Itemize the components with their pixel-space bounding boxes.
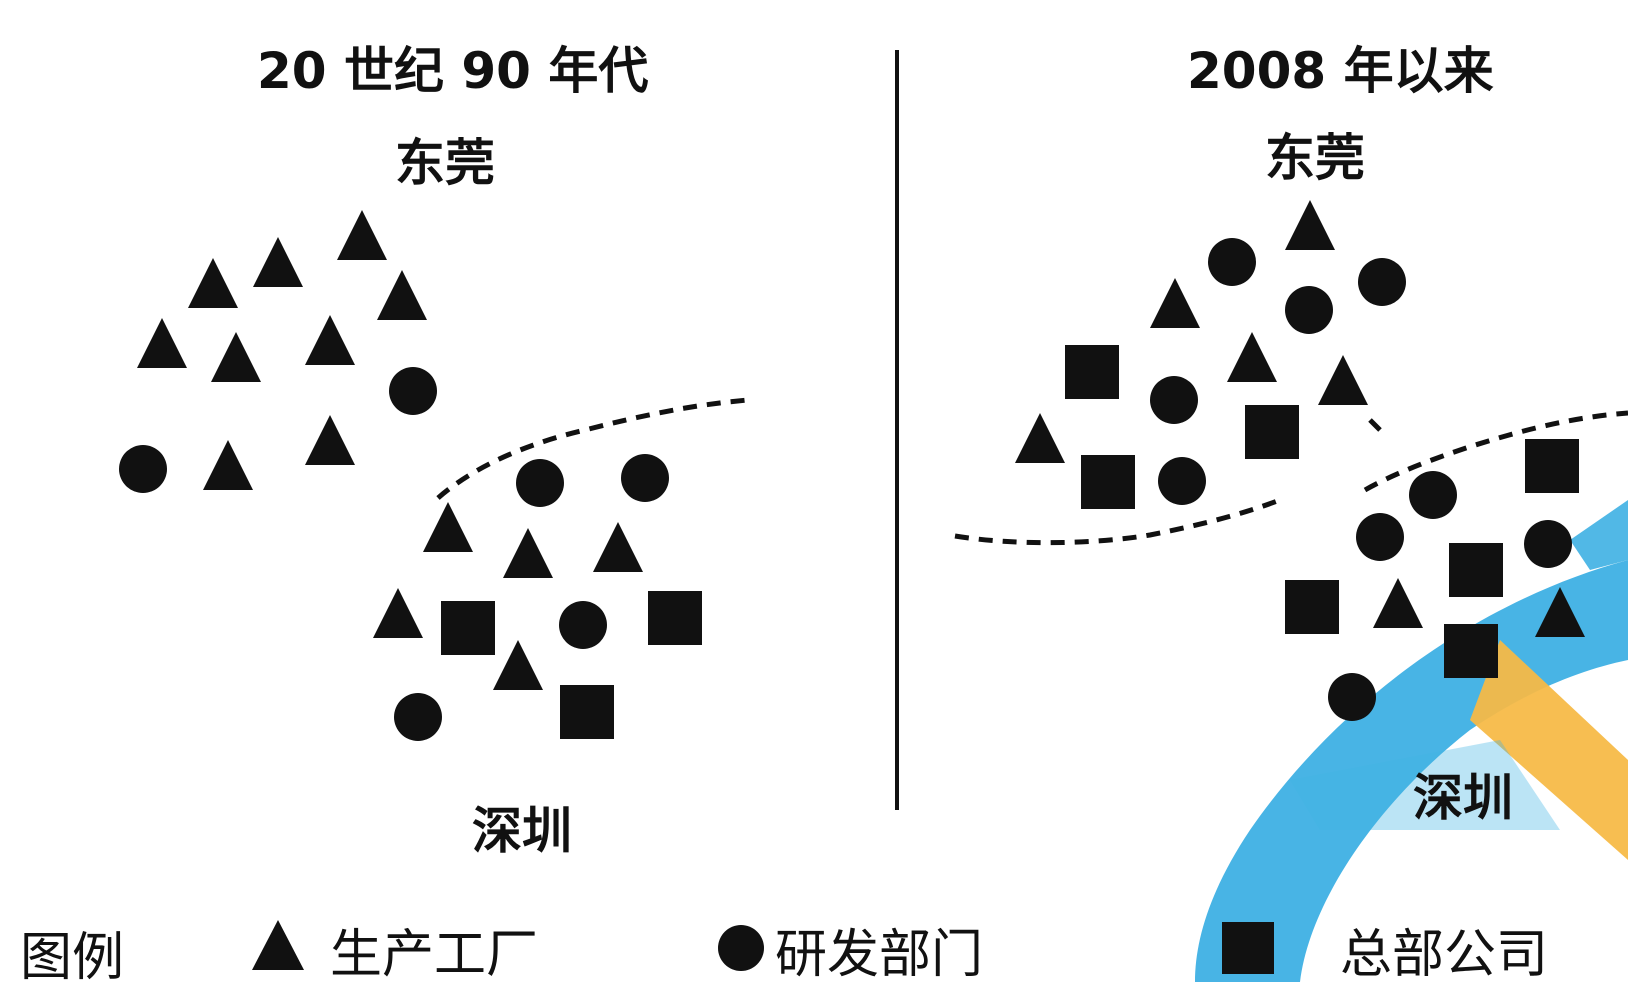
symbol-2008-circle-icon-4 — [1285, 286, 1333, 334]
symbol-1990s-triangle-icon-21 — [493, 640, 543, 690]
symbol-1990s-triangle-icon-7 — [305, 315, 355, 365]
symbol-1990s-triangle-icon-11 — [305, 415, 355, 465]
symbol-1990s-triangle-icon-3 — [188, 258, 238, 308]
symbol-2008-triangle-icon-9 — [1318, 355, 1368, 405]
symbol-2008-square-icon-6 — [1065, 345, 1119, 399]
symbols-1990s — [119, 210, 702, 741]
symbol-1990s-triangle-icon-16 — [593, 522, 643, 572]
city-label-dongguan-1990s: 东莞 — [395, 134, 495, 192]
symbol-2008-circle-icon-3 — [1358, 258, 1406, 306]
symbol-1990s-square-icon-23 — [560, 685, 614, 739]
symbol-2008-square-icon-10 — [1245, 405, 1299, 459]
symbol-1990s-square-icon-18 — [441, 601, 495, 655]
watermark-logo — [1195, 500, 1628, 982]
symbol-1990s-circle-icon-9 — [119, 445, 167, 493]
symbol-1990s-triangle-icon-5 — [137, 318, 187, 368]
symbol-1990s-circle-icon-22 — [394, 693, 442, 741]
symbol-1990s-circle-icon-13 — [621, 454, 669, 502]
boundary-dashed-line-1990s — [436, 397, 749, 500]
symbol-2008-square-icon-21 — [1444, 624, 1498, 678]
symbol-2008-circle-icon-15 — [1409, 471, 1457, 519]
legend-square-icon — [1222, 922, 1274, 974]
symbol-1990s-triangle-icon-17 — [373, 588, 423, 638]
legend-circle-icon — [718, 925, 764, 971]
symbol-2008-circle-icon-13 — [1158, 457, 1206, 505]
symbol-1990s-circle-icon-19 — [559, 601, 607, 649]
legend-label-rnd: 研发部门 — [775, 925, 983, 982]
symbol-1990s-square-icon-20 — [648, 591, 702, 645]
symbol-2008-circle-icon-2 — [1208, 238, 1256, 286]
legend-label-headquarters: 总部公司 — [1340, 925, 1548, 982]
symbol-2008-square-icon-14 — [1525, 439, 1579, 493]
symbol-1990s-triangle-icon-4 — [377, 270, 427, 320]
legend-title: 图例 — [20, 928, 124, 982]
panel-2008: 2008 年以来 东莞 深圳 — [954, 42, 1628, 827]
symbol-1990s-triangle-icon-14 — [423, 502, 473, 552]
symbol-2008-triangle-icon-8 — [1227, 332, 1277, 382]
symbol-1990s-triangle-icon-6 — [211, 332, 261, 382]
panel-title-2008: 2008 年以来 — [1187, 42, 1494, 100]
boundary-dashed-line-2008-left — [954, 497, 1281, 546]
symbol-2008-square-icon-19 — [1285, 580, 1339, 634]
legend: 图例 生产工厂 研发部门 总部公司 — [20, 920, 1548, 986]
symbol-2008-square-icon-17 — [1449, 543, 1503, 597]
panel-title-1990s: 20 世纪 90 年代 — [257, 42, 648, 100]
legend-label-factory: 生产工厂 — [330, 925, 538, 982]
boundary-tick-2008 — [1368, 418, 1382, 432]
symbols-2008 — [1015, 200, 1585, 721]
symbol-1990s-triangle-icon-15 — [503, 528, 553, 578]
symbol-2008-triangle-icon-11 — [1015, 413, 1065, 463]
symbol-2008-triangle-icon-1 — [1285, 200, 1335, 250]
symbol-2008-triangle-icon-20 — [1373, 578, 1423, 628]
symbol-2008-circle-icon-16 — [1356, 513, 1404, 561]
symbol-2008-circle-icon-18 — [1524, 520, 1572, 568]
symbol-2008-circle-icon-7 — [1150, 376, 1198, 424]
city-label-shenzhen-2008: 深圳 — [1413, 769, 1513, 827]
symbol-1990s-triangle-icon-1 — [337, 210, 387, 260]
symbol-2008-circle-icon-23 — [1328, 673, 1376, 721]
symbol-2008-triangle-icon-5 — [1150, 278, 1200, 328]
symbol-2008-triangle-icon-22 — [1535, 587, 1585, 637]
symbol-1990s-triangle-icon-2 — [253, 237, 303, 287]
symbol-1990s-circle-icon-12 — [516, 459, 564, 507]
symbol-2008-square-icon-12 — [1081, 455, 1135, 509]
boundary-dashed-line-2008-right — [1363, 410, 1628, 493]
symbol-1990s-circle-icon-8 — [389, 367, 437, 415]
panel-1990s: 20 世纪 90 年代 东莞 深圳 — [119, 42, 749, 860]
city-label-shenzhen-1990s: 深圳 — [472, 802, 572, 860]
symbol-1990s-triangle-icon-10 — [203, 440, 253, 490]
city-label-dongguan-2008: 东莞 — [1265, 129, 1365, 187]
legend-triangle-icon — [252, 920, 304, 970]
